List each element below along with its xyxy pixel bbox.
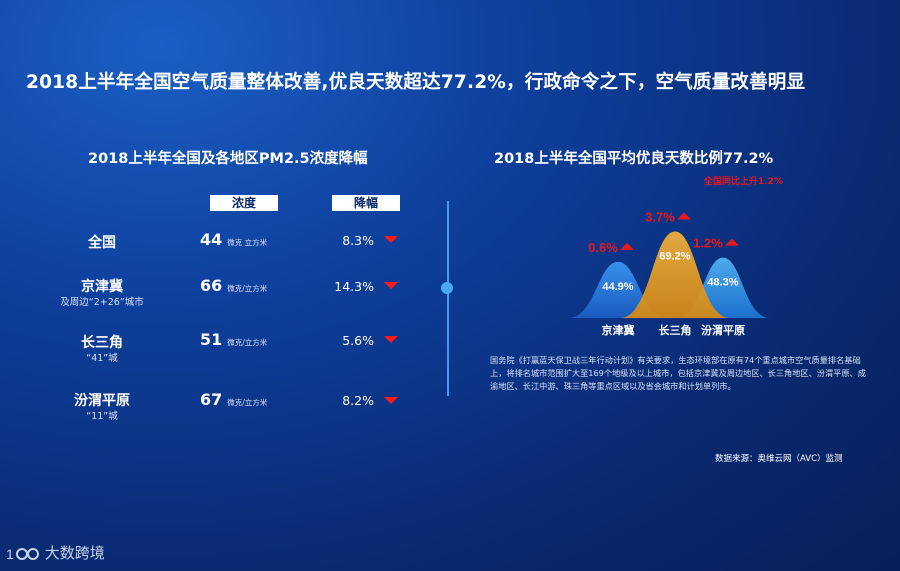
concentration-unit: 微克/立方米 <box>227 284 268 293</box>
increase-arrow-icon <box>620 242 634 250</box>
region-name: 全国 <box>88 235 116 251</box>
change-label: 0.6% <box>588 240 618 255</box>
left-panel-title: 2018上半年全国及各地区PM2.5浓度降幅 <box>88 151 368 167</box>
change-label: 3.7% <box>645 210 675 225</box>
concentration-unit: 微克/立方米 <box>227 398 268 407</box>
decline-arrow-icon <box>384 397 398 404</box>
concentration-value: 44 微克 立方米 <box>200 230 267 249</box>
decline-arrow-icon <box>384 236 398 243</box>
value-label: 44.9% <box>602 281 633 293</box>
brand-logo: 1 大数跨境 <box>6 542 105 564</box>
decline-header: 降幅 <box>332 195 400 211</box>
region-name: 京津冀 <box>81 279 123 295</box>
right-panel-title: 2018上半年全国平均优良天数比例77.2% <box>494 151 774 167</box>
decline-value: 8.2% <box>342 393 374 408</box>
area-peak-1 <box>620 231 730 318</box>
concentration-number: 51 <box>200 330 223 349</box>
decline-arrow-icon <box>384 282 398 289</box>
decline-value: 5.6% <box>342 333 374 348</box>
region-subtitle: 及周边“2+26”城市 <box>60 297 144 308</box>
concentration-number: 44 <box>200 230 223 249</box>
region-subtitle: “41”城 <box>86 353 118 364</box>
region-name: 长三角 <box>81 335 123 351</box>
panel-divider <box>447 201 449 396</box>
svg-text:1: 1 <box>6 546 14 562</box>
concentration-unit: 微克/立方米 <box>227 338 268 347</box>
value-label: 69.2% <box>659 251 690 263</box>
region-name: 汾渭平原 <box>74 393 130 409</box>
good-days-chart: 44.9% 0.6% 京津冀 69.2% 3.7% 长三角 48.3% 1.2% 汾渭平原 <box>568 210 770 337</box>
data-source: 数据来源：奥维云网（AVC）监测 <box>715 454 843 464</box>
region-subtitle: “11”城 <box>86 411 118 422</box>
decline-arrow-icon <box>384 336 398 343</box>
value-label: 48.3% <box>707 277 738 289</box>
yoy-note: 全国同比上升1.2% <box>704 177 783 187</box>
brand-logo-icon: 1 <box>6 546 39 562</box>
category-label: 长三角 <box>659 323 692 337</box>
increase-arrow-icon <box>725 238 739 246</box>
increase-arrow-icon <box>677 212 691 220</box>
concentration-unit: 微克 立方米 <box>227 238 268 247</box>
concentration-value: 51 微克/立方米 <box>200 330 267 349</box>
decline-value: 8.3% <box>342 233 374 248</box>
concentration-header: 浓度 <box>210 195 278 211</box>
decline-value: 14.3% <box>334 279 374 294</box>
main-title: 2018上半年全国空气质量整体改善,优良天数超达77.2%，行政命令之下，空气质… <box>26 72 806 93</box>
concentration-value: 67 微克/立方米 <box>200 390 267 409</box>
concentration-number: 67 <box>200 390 223 409</box>
change-label: 1.2% <box>693 236 723 251</box>
brand-name: 大数跨境 <box>44 544 105 562</box>
category-label: 京津冀 <box>602 323 635 337</box>
concentration-value: 66 微克/立方米 <box>200 276 267 295</box>
policy-note: 国务院《打赢蓝天保卫战三年行动计划》有关要求，生态环境部在原有74个重点城市空气… <box>490 355 866 391</box>
category-label: 汾渭平原 <box>701 323 745 337</box>
concentration-number: 66 <box>200 276 223 295</box>
divider-dot <box>441 282 453 294</box>
